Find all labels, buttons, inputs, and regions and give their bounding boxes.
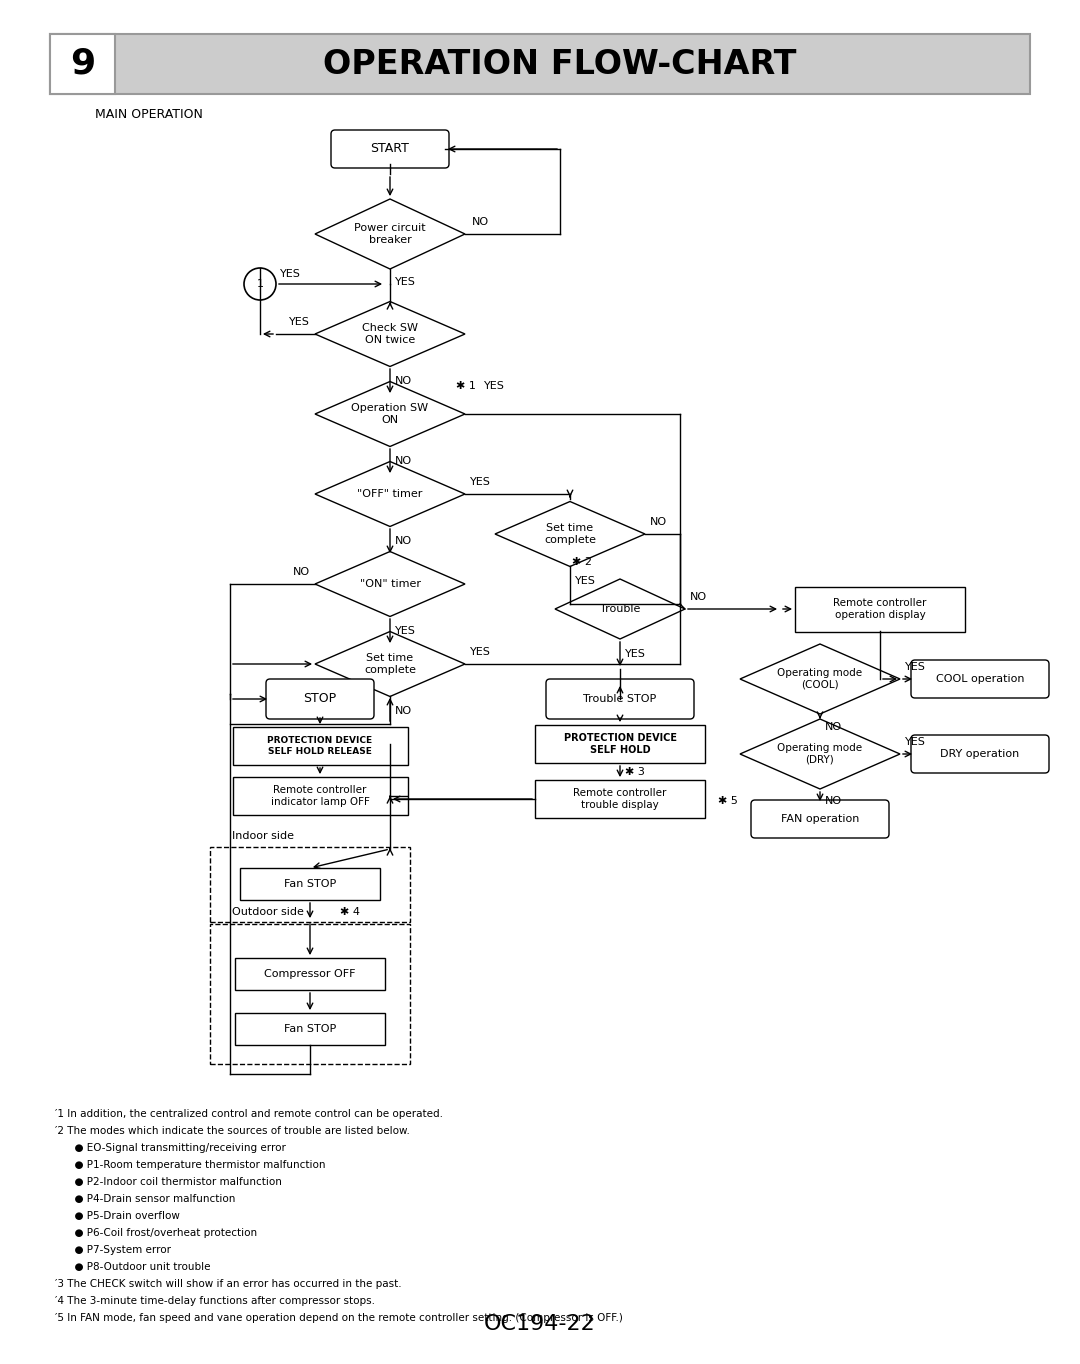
Text: OPERATION FLOW-CHART: OPERATION FLOW-CHART bbox=[323, 48, 797, 80]
Bar bbox=[50, 34, 114, 94]
Text: ✱ 3: ✱ 3 bbox=[625, 767, 645, 777]
Text: NO: NO bbox=[395, 536, 413, 546]
Text: YES: YES bbox=[470, 647, 491, 657]
Text: Remote controller
indicator lamp OFF: Remote controller indicator lamp OFF bbox=[271, 786, 369, 806]
Text: ● P4-Drain sensor malfunction: ● P4-Drain sensor malfunction bbox=[55, 1194, 235, 1204]
Text: ′3 The CHECK switch will show if an error has occurred in the past.: ′3 The CHECK switch will show if an erro… bbox=[55, 1279, 402, 1289]
Text: NO: NO bbox=[650, 517, 667, 527]
Text: Trouble STOP: Trouble STOP bbox=[583, 694, 657, 704]
Text: FAN operation: FAN operation bbox=[781, 814, 860, 824]
Text: Remote controller
trouble display: Remote controller trouble display bbox=[573, 788, 666, 810]
Text: ✱ 2: ✱ 2 bbox=[572, 557, 592, 567]
Text: ′1 In addition, the centralized control and remote control can be operated.: ′1 In addition, the centralized control … bbox=[55, 1109, 443, 1118]
Text: COOL operation: COOL operation bbox=[935, 674, 1024, 683]
Polygon shape bbox=[315, 199, 465, 269]
Text: MAIN OPERATION: MAIN OPERATION bbox=[95, 108, 203, 120]
FancyBboxPatch shape bbox=[546, 679, 694, 719]
Text: ● P2-Indoor coil thermistor malfunction: ● P2-Indoor coil thermistor malfunction bbox=[55, 1177, 282, 1187]
Text: PROTECTION DEVICE
SELF HOLD RELEASE: PROTECTION DEVICE SELF HOLD RELEASE bbox=[268, 737, 373, 756]
Polygon shape bbox=[315, 461, 465, 527]
Text: Outdoor side: Outdoor side bbox=[232, 907, 303, 917]
Text: NO: NO bbox=[472, 217, 489, 226]
Text: Fan STOP: Fan STOP bbox=[284, 1024, 336, 1034]
Text: ● P1-Room temperature thermistor malfunction: ● P1-Room temperature thermistor malfunc… bbox=[55, 1159, 325, 1170]
Polygon shape bbox=[555, 578, 685, 638]
FancyBboxPatch shape bbox=[535, 780, 705, 818]
Text: Set time
complete: Set time complete bbox=[364, 653, 416, 675]
Text: Set time
complete: Set time complete bbox=[544, 524, 596, 544]
Text: NO: NO bbox=[395, 707, 413, 716]
Bar bbox=[210, 847, 410, 922]
FancyBboxPatch shape bbox=[751, 801, 889, 837]
Text: ✱ 5: ✱ 5 bbox=[718, 797, 738, 806]
Text: NO: NO bbox=[825, 797, 842, 806]
Text: "ON" timer: "ON" timer bbox=[360, 578, 420, 589]
Text: YES: YES bbox=[905, 737, 926, 747]
Polygon shape bbox=[740, 644, 900, 713]
FancyBboxPatch shape bbox=[240, 868, 380, 900]
FancyBboxPatch shape bbox=[232, 777, 407, 816]
Bar bbox=[210, 923, 410, 1064]
Text: ✱ 4: ✱ 4 bbox=[340, 907, 360, 917]
FancyBboxPatch shape bbox=[795, 587, 966, 632]
FancyBboxPatch shape bbox=[232, 727, 407, 765]
Text: DRY operation: DRY operation bbox=[941, 749, 1020, 758]
Text: ● P7-System error: ● P7-System error bbox=[55, 1245, 171, 1255]
Text: ✱ 1: ✱ 1 bbox=[456, 381, 476, 391]
Text: STOP: STOP bbox=[303, 693, 337, 705]
Text: Operation SW
ON: Operation SW ON bbox=[351, 404, 429, 424]
Text: NO: NO bbox=[395, 376, 413, 386]
Text: PROTECTION DEVICE
SELF HOLD: PROTECTION DEVICE SELF HOLD bbox=[564, 734, 676, 754]
Text: 1: 1 bbox=[257, 280, 264, 289]
Text: Remote controller
operation display: Remote controller operation display bbox=[834, 599, 927, 619]
Text: Check SW
ON twice: Check SW ON twice bbox=[362, 323, 418, 345]
Text: YES: YES bbox=[289, 316, 310, 327]
Polygon shape bbox=[315, 382, 465, 446]
FancyBboxPatch shape bbox=[912, 660, 1049, 698]
Text: ● P8-Outdoor unit trouble: ● P8-Outdoor unit trouble bbox=[55, 1262, 211, 1273]
Text: OC194-22: OC194-22 bbox=[484, 1314, 596, 1334]
Polygon shape bbox=[740, 719, 900, 788]
Text: 9: 9 bbox=[70, 46, 96, 80]
Polygon shape bbox=[315, 632, 465, 697]
Text: "OFF" timer: "OFF" timer bbox=[357, 490, 422, 499]
Text: Fan STOP: Fan STOP bbox=[284, 878, 336, 889]
Text: NO: NO bbox=[690, 592, 707, 602]
Polygon shape bbox=[315, 301, 465, 367]
Text: ● P5-Drain overflow: ● P5-Drain overflow bbox=[55, 1211, 180, 1221]
Text: Power circuit
breaker: Power circuit breaker bbox=[354, 224, 426, 244]
FancyBboxPatch shape bbox=[235, 958, 384, 990]
Text: NO: NO bbox=[825, 722, 842, 732]
Text: Operating mode
(DRY): Operating mode (DRY) bbox=[778, 743, 863, 765]
Text: YES: YES bbox=[625, 649, 646, 659]
FancyBboxPatch shape bbox=[266, 679, 374, 719]
Text: ● EO-Signal transmitting/receiving error: ● EO-Signal transmitting/receiving error bbox=[55, 1143, 286, 1153]
Text: NO: NO bbox=[293, 567, 310, 577]
Text: ● P6-Coil frost/overheat protection: ● P6-Coil frost/overheat protection bbox=[55, 1228, 257, 1239]
Text: NO: NO bbox=[395, 456, 413, 466]
Text: ′2 The modes which indicate the sources of trouble are listed below.: ′2 The modes which indicate the sources … bbox=[55, 1127, 410, 1136]
Text: YES: YES bbox=[280, 269, 301, 280]
FancyBboxPatch shape bbox=[535, 726, 705, 762]
Text: YES: YES bbox=[395, 626, 416, 636]
FancyBboxPatch shape bbox=[235, 1013, 384, 1045]
Text: Compressor OFF: Compressor OFF bbox=[265, 968, 355, 979]
Text: ′5 In FAN mode, fan speed and vane operation depend on the remote controller set: ′5 In FAN mode, fan speed and vane opera… bbox=[55, 1314, 623, 1323]
Text: YES: YES bbox=[470, 477, 491, 487]
Text: YES: YES bbox=[395, 277, 416, 286]
FancyBboxPatch shape bbox=[912, 735, 1049, 773]
Text: Trouble: Trouble bbox=[599, 604, 640, 614]
Polygon shape bbox=[315, 551, 465, 617]
FancyBboxPatch shape bbox=[330, 130, 449, 168]
Bar bbox=[50, 34, 1030, 94]
Text: YES: YES bbox=[484, 381, 504, 391]
Text: Indoor side: Indoor side bbox=[232, 831, 294, 842]
Text: ′4 The 3-minute time-delay functions after compressor stops.: ′4 The 3-minute time-delay functions aft… bbox=[55, 1296, 375, 1305]
Text: YES: YES bbox=[575, 576, 596, 587]
Text: Operating mode
(COOL): Operating mode (COOL) bbox=[778, 668, 863, 690]
Text: YES: YES bbox=[905, 662, 926, 672]
Polygon shape bbox=[495, 502, 645, 566]
Text: START: START bbox=[370, 142, 409, 155]
